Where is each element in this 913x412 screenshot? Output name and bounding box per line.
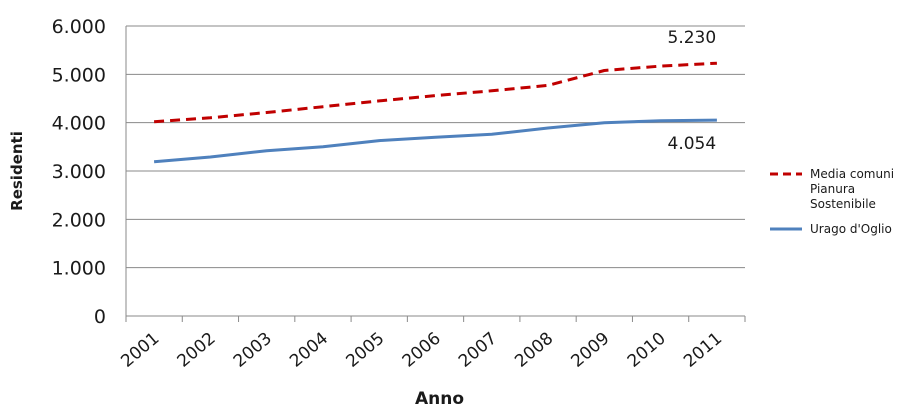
data-labels: 5.230 4.054 [668, 28, 717, 154]
legend-label-urago: Urago d'Oglio [810, 222, 892, 236]
x-tick-label: 2004 [286, 329, 332, 372]
x-axis-title: Anno [415, 389, 464, 409]
y-axis-title: Residenti [8, 131, 26, 211]
x-tick-label: 2003 [230, 329, 276, 372]
x-tick-label: 2011 [680, 329, 726, 372]
data-label-urago: 4.054 [668, 134, 717, 154]
data-label-media-comuni: 5.230 [668, 28, 717, 48]
y-tick-label: 0 [94, 306, 106, 328]
series-line-urago [153, 118, 717, 164]
grid [126, 25, 745, 317]
x-tick-label: 2009 [568, 329, 614, 372]
x-tick-label: 2002 [174, 329, 220, 372]
series [153, 61, 717, 164]
y-tick-label: 5.000 [52, 64, 106, 86]
x-tick-label: 2001 [117, 329, 163, 372]
legend-label-media-comuni: Pianura [810, 182, 855, 196]
x-tick-label: 2006 [399, 329, 445, 372]
legend-label-media-comuni: Sostenibile [810, 197, 876, 211]
y-tick-label: 1.000 [52, 258, 106, 280]
y-tick-label: 2.000 [52, 209, 106, 231]
y-tick-label: 3.000 [52, 161, 106, 183]
x-tick-label: 2005 [342, 329, 388, 372]
y-tick-label: 6.000 [52, 16, 106, 38]
y-tick-label: 4.000 [52, 113, 106, 135]
x-tick-label: 2010 [624, 329, 670, 372]
x-tick-label: 2008 [511, 329, 557, 372]
series-line-media-comuni [153, 61, 717, 124]
legend-label-media-comuni: Media comuni [810, 167, 894, 181]
x-tick-label: 2007 [455, 329, 501, 372]
